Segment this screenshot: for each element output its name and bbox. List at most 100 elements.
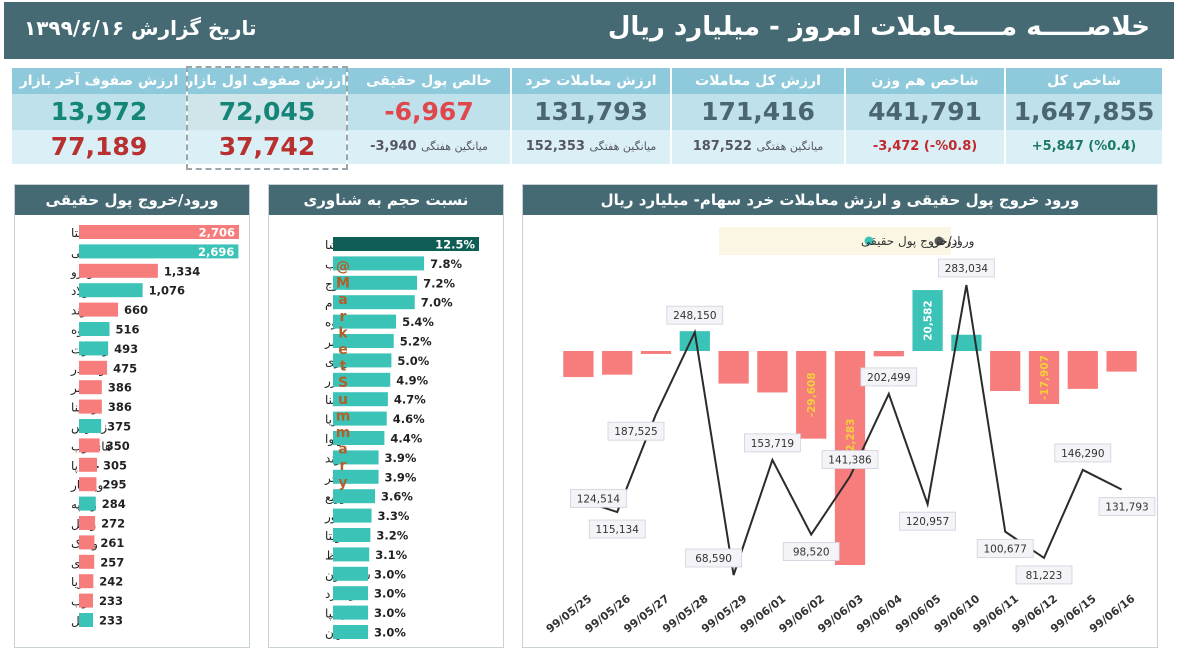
kpi-weekly-average: میانگین هفتگی 152,353: [512, 130, 670, 164]
label-text: 248,150: [673, 310, 716, 322]
list-item: وملل272: [71, 516, 125, 532]
label-box: [666, 305, 724, 325]
flow-bar: [1067, 351, 1098, 389]
ratio-bar: [333, 547, 370, 562]
ratio-bar: [333, 469, 379, 484]
flow-value-label: 516: [116, 323, 140, 337]
list-item: فولاد1,076: [71, 283, 185, 299]
list-item: چکپا3.0%: [325, 605, 406, 621]
kpi-card: ارزش صفوف آخر بازار 13,972 77,189: [12, 68, 186, 168]
label-box: [570, 488, 627, 508]
panel-title: نسبت حجم به شناوری: [269, 185, 503, 215]
value-data-label: 202,499: [860, 367, 918, 387]
flow-value-label: 2,696: [198, 245, 234, 259]
flow-bar: [640, 351, 672, 354]
list-item: خساپا305: [71, 457, 127, 473]
flow-value-label: 2,706: [199, 226, 235, 240]
ratio-value-label: 7.2%: [423, 276, 455, 290]
flow-bar: [718, 351, 749, 384]
kpi-card: شاخص هم وزن 441,791 -3,472 (-%0.8): [846, 68, 1004, 168]
ratio-bar: [333, 431, 385, 445]
kpi-value: 131,793: [512, 94, 670, 130]
flow-value-label: 386: [108, 400, 132, 414]
flow-bar: [602, 351, 633, 375]
list-item: بالبر5.2%: [324, 334, 432, 350]
kpi-strip: شاخص کل 1,647,855 +5,847 (%0.4) شاخص هم وزن…: [12, 66, 1162, 170]
list-item: کحافظ3.1%: [325, 547, 408, 562]
kpi-change: -3,472 (-%0.8): [846, 130, 1004, 164]
flow-bar: [79, 438, 100, 453]
ratio-bar: [333, 237, 479, 251]
list-item: غزر4.9%: [324, 372, 429, 389]
kpi-value: 171,416: [672, 94, 844, 130]
flow-bar: [796, 351, 827, 439]
list-item: وپاسار295: [70, 477, 126, 493]
ratio-value-label: 3.3%: [378, 509, 410, 523]
list-item: وسینا386: [71, 399, 132, 416]
value-data-label: 124,514: [570, 488, 627, 508]
weekly-average-value: -3,940: [370, 139, 417, 154]
label-text: 141,386: [828, 455, 872, 467]
kpi-label: ارزش کل معاملات: [672, 68, 844, 94]
real-money-flow-chart: شستا2,706 فملی2,696 خودرو1,334 فولاد1,076 تم…: [70, 225, 239, 628]
ratio-value-label: 3.0%: [374, 626, 406, 640]
ratio-bar: [333, 372, 391, 387]
value-data-label: 68,590: [685, 548, 743, 568]
ratio-bar: [333, 528, 371, 542]
label-box: [685, 548, 743, 568]
kpi-card: شاخص کل 1,647,855 +5,847 (%0.4): [1006, 68, 1162, 168]
label-box: [937, 258, 995, 278]
flow-bar: [79, 225, 239, 239]
flow-value-label: 257: [100, 555, 124, 569]
volume-to-float-panel: نسبت حجم به شناوری تکشا12.5% بکاب7.8% بکیم…: [268, 184, 504, 648]
ratio-value-label: 4.7%: [394, 393, 426, 407]
weekly-average-value: 152,353: [525, 139, 585, 154]
weekly-average-label: میانگین هفتگی: [756, 140, 824, 153]
flow-bar: [79, 263, 158, 278]
ratio-bar: [333, 314, 397, 329]
value-data-label: 153,719: [743, 433, 801, 453]
flow-bar: [79, 380, 102, 395]
value-data-label: 141,386: [821, 450, 879, 469]
kpi-card: ارزش صفوف اول بازار 72,045 37,742: [188, 68, 346, 168]
ratio-bar: [333, 508, 372, 523]
value-data-label: 187,525: [607, 421, 665, 441]
kpi-label: شاخص کل: [1006, 68, 1162, 94]
kpi-value: 13,972: [12, 94, 186, 130]
flow-bar: [79, 419, 102, 433]
list-item: تکشا12.5%: [325, 237, 479, 252]
flow-bar: [873, 351, 904, 357]
kpi-label: خالص پول حقیقی: [348, 68, 510, 94]
flow-bar: [79, 244, 239, 259]
ratio-bar: [333, 256, 425, 271]
label-box: [860, 367, 918, 387]
label-box: [607, 421, 665, 441]
list-item: دماوند3.9%: [325, 450, 417, 466]
flow-value-label: 295: [102, 478, 126, 492]
list-item: شکلامرن3.0%: [325, 566, 406, 583]
kpi-weekly-average: میانگین هفتگی -3,940: [348, 130, 510, 164]
ratio-value-label: 7.8%: [430, 257, 462, 271]
label-text: 131,793: [1105, 502, 1148, 514]
volume-to-float-chart: تکشا12.5% بکاب7.8% بکیموج7.2% غدام7.0% کاوه5…: [324, 237, 479, 641]
flow-value-label: 242: [99, 575, 123, 589]
ratio-value-label: 4.6%: [393, 412, 425, 426]
ratio-bar: [333, 625, 369, 639]
kpi-change: +5,847 (%0.4): [1006, 130, 1162, 164]
ratio-value-label: 3.0%: [374, 587, 406, 601]
label-text: 283,034: [945, 263, 989, 275]
list-item: فملی2,696: [71, 244, 239, 259]
kpi-card: ارزش کل معاملات 171,416 میانگین هفتگی 187,…: [672, 68, 844, 168]
flow-bar: [79, 554, 95, 569]
flow-value-label: 375: [107, 420, 131, 434]
list-item: وبانک261: [71, 535, 124, 551]
value-data-label: 131,793: [1098, 497, 1156, 516]
ratio-value-label: 3.9%: [385, 451, 417, 465]
weekly-average-value: 187,522: [692, 139, 752, 154]
weekly-average-label: میانگین هفتگی: [589, 140, 657, 153]
legend-bar-label: ورود/خروج پول حقیقی: [861, 234, 974, 249]
label-box: [976, 539, 1034, 559]
kpi-card: خالص پول حقیقی -6,967 میانگین هفتگی -3,940: [348, 68, 510, 168]
